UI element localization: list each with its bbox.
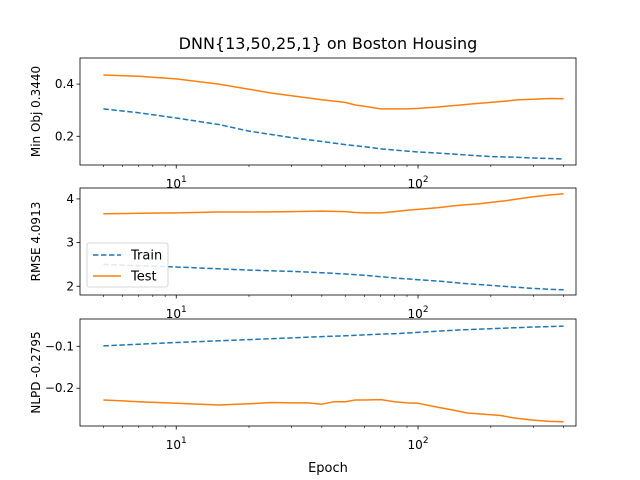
- y-tick-label: 4: [66, 192, 74, 206]
- x-tick-label: 101: [166, 305, 187, 321]
- legend-label-test: Test: [130, 270, 157, 285]
- axes-frame: [79, 318, 577, 427]
- y-tick-label: −0.1: [45, 339, 74, 353]
- figure-title: DNN{13,50,25,1} on Boston Housing: [179, 34, 478, 53]
- x-tick-label: 102: [408, 175, 429, 191]
- axes-frame: [79, 57, 577, 166]
- series-line-train: [103, 263, 564, 291]
- y-tick-label: 0.4: [55, 77, 74, 91]
- y-tick-label: −0.2: [45, 381, 74, 395]
- series-line-train: [103, 108, 564, 160]
- legend: Train Test: [86, 242, 169, 288]
- series-line-train: [103, 325, 564, 347]
- series-line-test: [103, 192, 564, 215]
- y-tick-label: 0.2: [55, 129, 74, 143]
- x-tick-label: 101: [166, 436, 187, 452]
- y-axis-label: Min Obj 0.3440: [29, 66, 43, 157]
- x-tick-label: 102: [408, 305, 429, 321]
- x-axis-label: Epoch: [308, 461, 348, 476]
- series-line-test: [103, 398, 564, 423]
- legend-label-train: Train: [130, 249, 162, 264]
- y-tick-label: 2: [66, 279, 74, 293]
- x-tick-label: 102: [408, 436, 429, 452]
- plot-panels: 101 102 0.2 0.4 Min Obj 0.3440 101 102 2 3 4 RMSE …: [29, 57, 577, 452]
- chart-panel-2: 101 102 2 3 4 RMSE 4.0913: [29, 187, 577, 321]
- y-tick-label: 3: [66, 236, 74, 250]
- y-axis-label: RMSE 4.0913: [29, 202, 43, 282]
- chart-panel-1: 101 102 0.2 0.4 Min Obj 0.3440: [29, 57, 577, 191]
- y-axis-label: NLPD -0.2795: [29, 331, 43, 413]
- x-tick-label: 101: [166, 175, 187, 191]
- axes-frame: [79, 187, 577, 296]
- series-line-test: [103, 74, 564, 110]
